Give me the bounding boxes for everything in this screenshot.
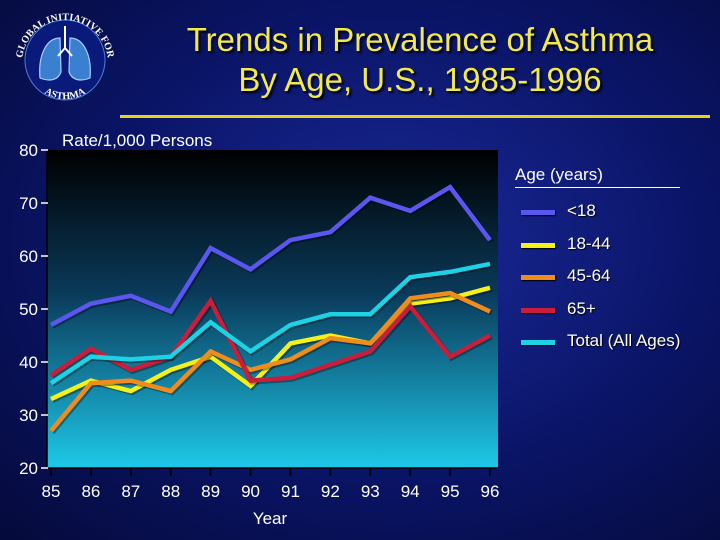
- gina-logo: GLOBAL INITIATIVE FOR ASTHMA: [14, 12, 116, 103]
- y-tick-label: 40: [19, 353, 38, 372]
- legend-swatch: [521, 242, 555, 248]
- legend-label: <18: [567, 201, 596, 220]
- legend-label: 65+: [567, 298, 596, 318]
- series-line-3: [49, 296, 492, 383]
- title-line-1: Trends in Prevalence of Asthma: [186, 21, 654, 58]
- logo-bottom-text: ASTHMA: [43, 86, 88, 103]
- x-tick-label: 87: [121, 482, 140, 501]
- y-tick-label: 50: [19, 300, 38, 319]
- x-tick-label: 88: [161, 482, 180, 501]
- y-tick-label: 20: [19, 459, 38, 478]
- legend-item: Total (All Ages): [515, 328, 715, 361]
- title-line-2: By Age, U.S., 1985-1996: [238, 61, 602, 98]
- x-tick-label: 94: [401, 482, 420, 501]
- legend-label: 45-64: [567, 266, 611, 285]
- x-tick-label: 92: [321, 482, 340, 501]
- legend-title: Age (years): [515, 165, 680, 188]
- series-line-4: [49, 261, 491, 386]
- legend-swatch: [521, 340, 555, 345]
- legend-item: 18-44: [515, 231, 715, 264]
- y-tick-label: 30: [19, 406, 38, 425]
- legend-item: 45-64: [515, 263, 715, 296]
- y-tick-label: 60: [19, 247, 38, 266]
- x-tick-label: 96: [481, 482, 500, 501]
- series-line-2: [49, 290, 491, 433]
- legend-swatch: [521, 307, 555, 313]
- x-tick-label: 85: [42, 482, 61, 501]
- chart-legend: Age (years) <18 18-44 45-64 65+ Total (All A…: [515, 165, 715, 361]
- legend-swatch: [521, 210, 555, 215]
- x-tick-label: 95: [441, 482, 460, 501]
- x-tick-label: 91: [281, 482, 300, 501]
- x-tick-label: 86: [81, 482, 100, 501]
- title-underline: [120, 115, 710, 118]
- series-line-0: [49, 184, 492, 327]
- slide-title: Trends in Prevalence of Asthma By Age, U…: [130, 20, 710, 100]
- x-tick-label: 89: [201, 482, 220, 501]
- x-tick-label: 93: [361, 482, 380, 501]
- legend-label: Total (All Ages): [567, 331, 681, 350]
- y-tick-label: 80: [19, 141, 38, 160]
- legend-label: 18-44: [567, 233, 611, 253]
- x-tick-label: 90: [241, 482, 260, 501]
- right-lung-icon: [68, 37, 91, 81]
- legend-swatch: [521, 275, 555, 280]
- legend-item: <18: [515, 198, 715, 231]
- left-lung-icon: [39, 37, 62, 81]
- legend-item: 65+: [515, 296, 715, 329]
- x-axis-label: Year: [253, 509, 288, 528]
- y-axis-label: Rate/1,000 Persons: [62, 131, 212, 150]
- y-tick-label: 70: [19, 194, 38, 213]
